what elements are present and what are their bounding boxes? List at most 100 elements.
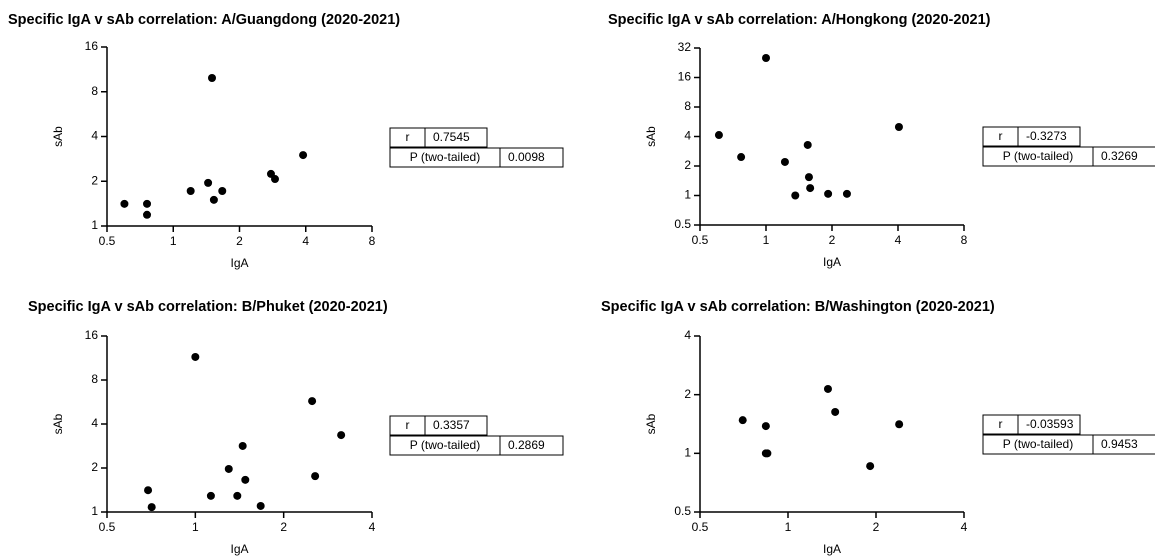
stat-label: P (two-tailed) bbox=[410, 438, 480, 452]
stat-value-cell bbox=[1092, 146, 1155, 167]
y-tick-label: 1 bbox=[684, 188, 691, 202]
point bbox=[147, 503, 156, 512]
stat-value-cell bbox=[1017, 126, 1081, 147]
x-tick-label: 1 bbox=[763, 233, 770, 247]
stat-value: 0.2869 bbox=[508, 438, 545, 452]
y-tick-label: 1 bbox=[91, 218, 98, 232]
stat-label: P (two-tailed) bbox=[410, 150, 480, 164]
point bbox=[186, 186, 195, 195]
y-tick-label: 0.5 bbox=[674, 217, 691, 231]
point bbox=[762, 53, 770, 62]
point bbox=[824, 189, 833, 198]
y-tick-label: 4 bbox=[91, 129, 98, 143]
point bbox=[241, 475, 250, 484]
point bbox=[780, 157, 789, 166]
y-tick-label: 8 bbox=[684, 99, 691, 113]
y-tick-label: 0.5 bbox=[674, 504, 691, 518]
point bbox=[224, 464, 233, 473]
x-axis-label: IgA bbox=[823, 542, 841, 556]
point bbox=[209, 195, 218, 204]
x-tick-label: 0.5 bbox=[99, 520, 116, 534]
point bbox=[895, 420, 904, 429]
point bbox=[218, 186, 227, 195]
chart-title: Specific IgA v sAb correlation: A/Guangd… bbox=[8, 12, 400, 28]
stat-label: P (two-tailed) bbox=[1003, 149, 1073, 163]
y-tick-label: 8 bbox=[91, 372, 98, 386]
point bbox=[311, 472, 320, 481]
y-tick-label: 2 bbox=[684, 158, 691, 172]
point bbox=[233, 491, 242, 500]
y-tick-label: 2 bbox=[91, 460, 98, 474]
x-tick-label: 8 bbox=[369, 234, 376, 248]
point bbox=[308, 397, 317, 406]
y-axis-label: sAb bbox=[51, 413, 65, 434]
point bbox=[842, 189, 851, 198]
x-tick-label: 0.5 bbox=[692, 233, 709, 247]
stat-value: 0.0098 bbox=[508, 150, 545, 164]
x-tick-label: 8 bbox=[961, 233, 968, 247]
point bbox=[804, 173, 813, 182]
stat-label: r bbox=[999, 417, 1003, 431]
y-tick-label: 4 bbox=[91, 416, 98, 430]
x-tick-label: 4 bbox=[302, 234, 309, 248]
stat-value-cell bbox=[424, 127, 488, 148]
stat-value: 0.9453 bbox=[1101, 437, 1138, 451]
y-tick-label: 2 bbox=[684, 387, 691, 401]
y-tick-label: 1 bbox=[684, 446, 691, 460]
point bbox=[143, 199, 152, 208]
point bbox=[831, 407, 840, 416]
stat-value: 0.3357 bbox=[433, 418, 470, 432]
point bbox=[791, 191, 800, 200]
x-tick-label: 4 bbox=[961, 520, 968, 534]
stat-value-cell bbox=[499, 435, 564, 456]
point bbox=[803, 140, 812, 149]
stat-value-cell bbox=[424, 415, 488, 436]
x-tick-label: 4 bbox=[895, 233, 902, 247]
y-tick-label: 2 bbox=[91, 173, 98, 187]
point bbox=[120, 199, 129, 208]
x-tick-label: 2 bbox=[829, 233, 836, 247]
point bbox=[866, 462, 875, 471]
x-tick-label: 4 bbox=[369, 520, 376, 534]
y-tick-label: 16 bbox=[678, 70, 692, 84]
point bbox=[256, 501, 265, 510]
point bbox=[337, 431, 346, 440]
point bbox=[806, 184, 815, 193]
y-axis-label: sAb bbox=[644, 126, 658, 147]
y-axis-label: sAb bbox=[644, 413, 658, 434]
chart-title: Specific IgA v sAb correlation: B/Phuket… bbox=[28, 299, 388, 315]
x-tick-label: 1 bbox=[785, 520, 792, 534]
y-tick-label: 16 bbox=[85, 328, 99, 342]
x-tick-label: 2 bbox=[873, 520, 880, 534]
point bbox=[894, 123, 903, 132]
point bbox=[823, 384, 832, 393]
y-tick-label: 1 bbox=[91, 504, 98, 518]
y-tick-label: 4 bbox=[684, 328, 691, 342]
point bbox=[144, 486, 153, 495]
point bbox=[761, 422, 770, 431]
x-tick-label: 0.5 bbox=[99, 234, 116, 248]
point bbox=[714, 131, 723, 140]
point bbox=[206, 491, 215, 500]
x-tick-label: 1 bbox=[170, 234, 177, 248]
point bbox=[738, 416, 747, 425]
y-tick-label: 32 bbox=[678, 40, 692, 54]
x-tick-label: 2 bbox=[280, 520, 287, 534]
stat-label: r bbox=[406, 418, 410, 432]
point bbox=[271, 175, 280, 184]
point bbox=[208, 73, 217, 82]
y-tick-label: 8 bbox=[91, 84, 98, 98]
stat-value: 0.7545 bbox=[433, 130, 470, 144]
chart-title: Specific IgA v sAb correlation: B/Washin… bbox=[601, 299, 995, 315]
stat-label: r bbox=[406, 130, 410, 144]
x-axis-label: IgA bbox=[230, 542, 248, 556]
stat-value: -0.03593 bbox=[1026, 417, 1074, 431]
stat-label: r bbox=[999, 129, 1003, 143]
point bbox=[143, 210, 152, 219]
x-axis-label: IgA bbox=[823, 255, 841, 269]
x-axis-label: IgA bbox=[230, 256, 248, 270]
x-tick-label: 1 bbox=[192, 520, 199, 534]
x-tick-label: 2 bbox=[236, 234, 243, 248]
point bbox=[763, 449, 772, 458]
